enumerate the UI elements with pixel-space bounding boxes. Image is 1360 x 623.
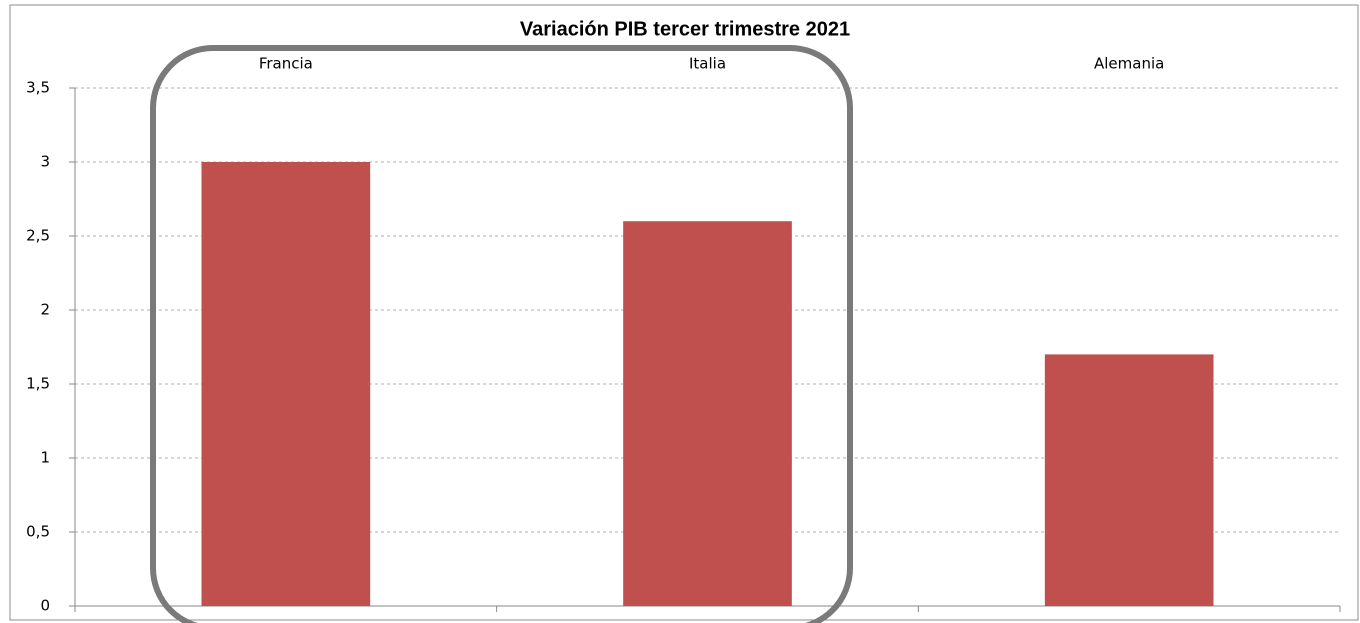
chart-title: Variación PIB tercer trimestre 2021: [520, 18, 850, 40]
bar: [623, 221, 792, 606]
y-tick-label: 3: [40, 153, 50, 171]
y-tick-label: 1: [40, 449, 50, 467]
y-tick-label: 1,5: [26, 375, 50, 393]
y-tick-label: 0: [40, 597, 50, 615]
y-tick-label: 0,5: [26, 523, 50, 541]
y-tick-label: 2,5: [26, 227, 50, 245]
bar: [201, 162, 371, 606]
y-tick-label: 3,5: [26, 79, 50, 97]
category-label: Francia: [259, 55, 313, 73]
y-tick-label: 2: [40, 301, 50, 319]
bar: [1044, 354, 1214, 606]
category-label: Alemania: [1094, 55, 1164, 73]
category-label: Italia: [689, 55, 726, 73]
highlight-box: [150, 45, 853, 623]
